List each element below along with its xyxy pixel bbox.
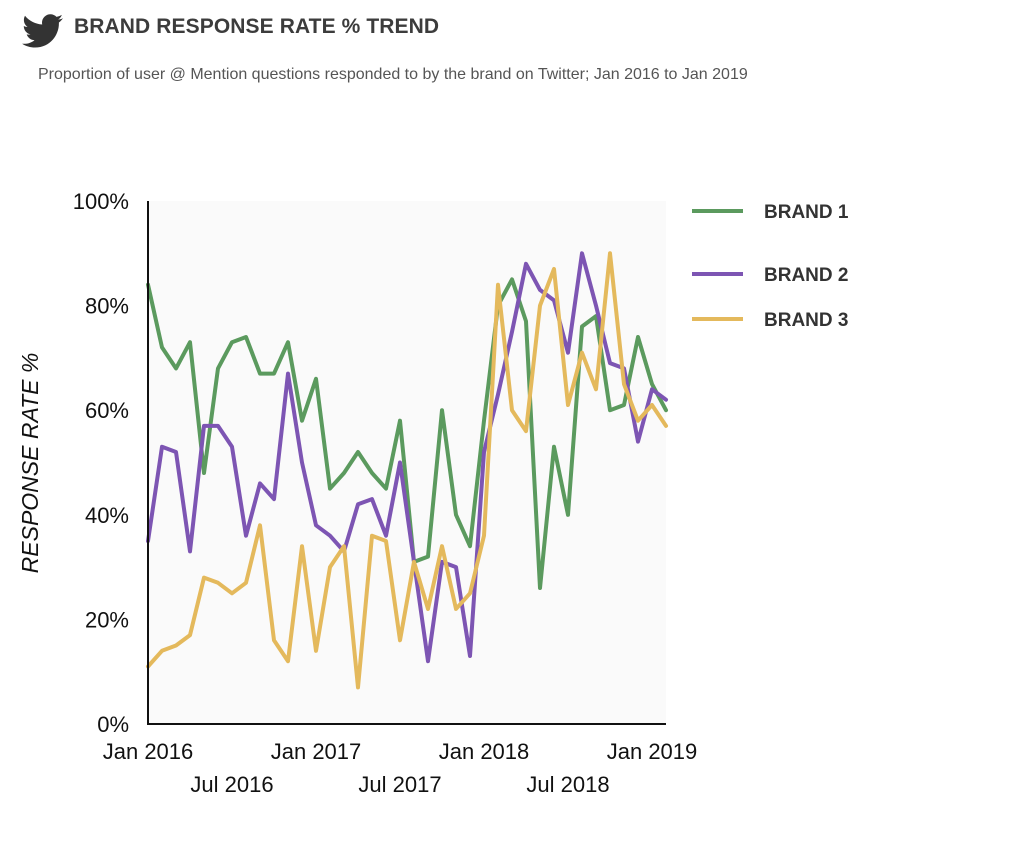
y-tick-label: 0% — [97, 712, 129, 737]
x-tick-label: Jul 2018 — [526, 772, 609, 797]
legend-label-brand-1: BRAND 1 — [764, 202, 849, 223]
page-subtitle: Proportion of user @ Mention questions r… — [38, 66, 748, 83]
series-line-brand-2 — [146, 251, 668, 664]
legend-label-brand-2: BRAND 2 — [764, 265, 848, 286]
x-tick-label: Jan 2016 — [103, 739, 194, 764]
y-tick-label: 60% — [85, 398, 129, 423]
x-tick-label: Jan 2017 — [271, 739, 362, 764]
series-line-brand-3 — [146, 251, 668, 690]
twitter-bird-icon — [22, 14, 64, 48]
y-tick-label: 80% — [85, 294, 129, 319]
page-title: BRAND RESPONSE RATE % TREND — [74, 15, 440, 38]
x-tick-label: Jan 2018 — [439, 739, 530, 764]
x-tick-label: Jul 2017 — [358, 772, 441, 797]
x-tick-label: Jul 2016 — [190, 772, 273, 797]
y-axis-label: RESPONSE RATE % — [17, 353, 43, 574]
legend-label-brand-3: BRAND 3 — [764, 310, 848, 331]
y-tick-label: 20% — [85, 607, 129, 632]
y-tick-label: 100% — [73, 189, 129, 214]
y-tick-label: 40% — [85, 503, 129, 528]
x-tick-label: Jan 2019 — [607, 739, 698, 764]
